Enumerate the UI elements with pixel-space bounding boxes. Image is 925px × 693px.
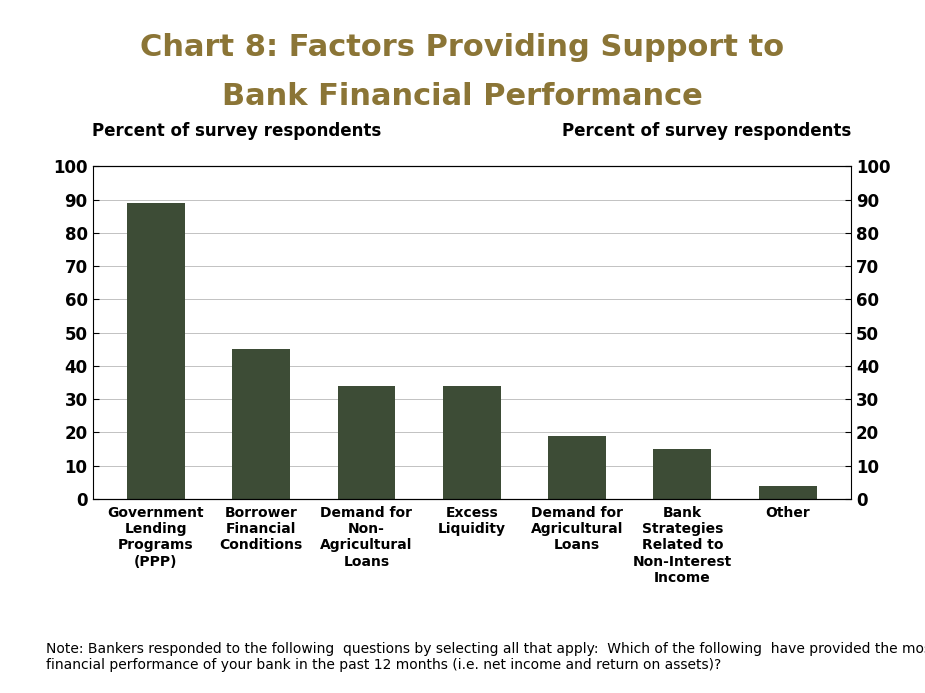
Bar (653, 449, 711, 499)
Bar (127, 203, 185, 499)
Text: Chart 8: Factors Providing Support to: Chart 8: Factors Providing Support to (141, 33, 784, 62)
Text: Bank Financial Performance: Bank Financial Performance (222, 82, 703, 111)
Text: Percent of survey respondents: Percent of survey respondents (561, 122, 851, 140)
Bar (443, 386, 500, 499)
Bar (232, 349, 290, 499)
Text: Note: Bankers responded to the following  questions by selecting all that apply:: Note: Bankers responded to the following… (46, 642, 925, 672)
Bar (549, 436, 606, 499)
Bar (338, 386, 395, 499)
Bar (758, 486, 817, 499)
Text: Percent of survey respondents: Percent of survey respondents (92, 122, 382, 140)
